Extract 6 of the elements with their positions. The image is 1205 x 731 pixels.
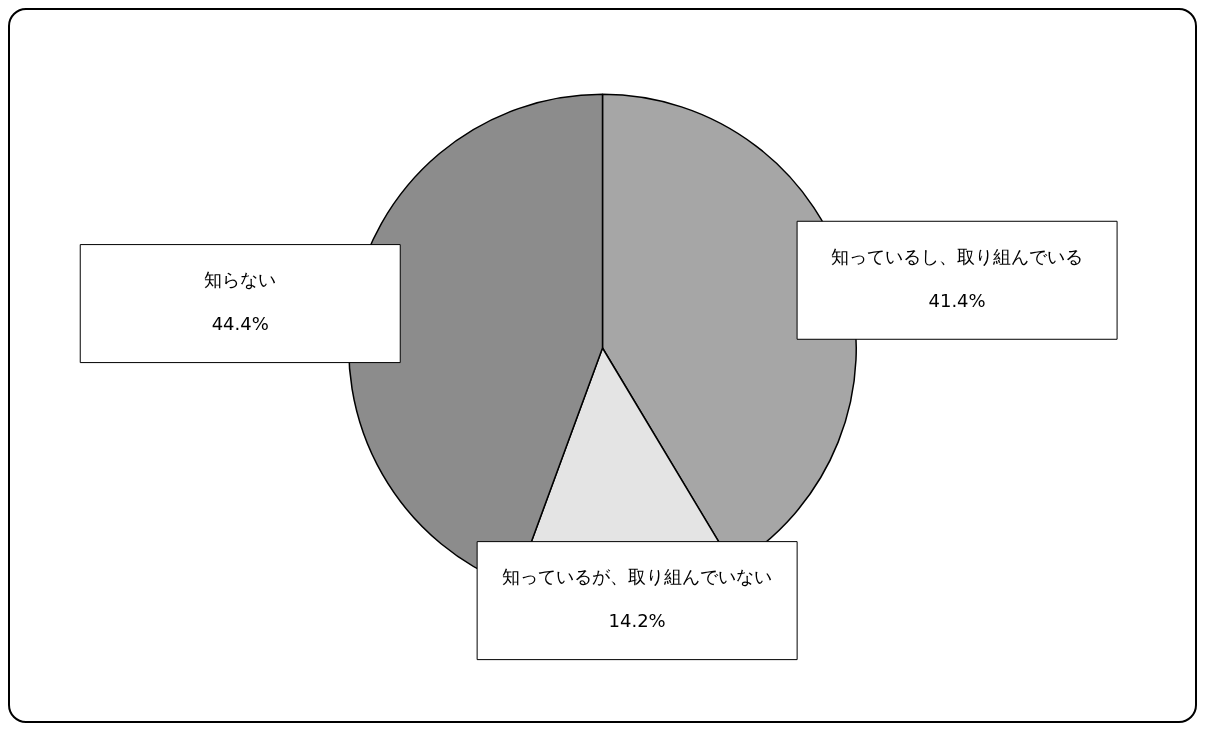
data-label: 14.2% [608,610,666,632]
slice-label: 知っているが、取り組んでいない [502,566,773,588]
slice-label: 知っているし、取り組んでいる [831,245,1084,267]
data-label: 44.4% [211,313,269,335]
slice-label: 知らない [204,269,277,291]
data-label: 41.4% [928,289,986,311]
